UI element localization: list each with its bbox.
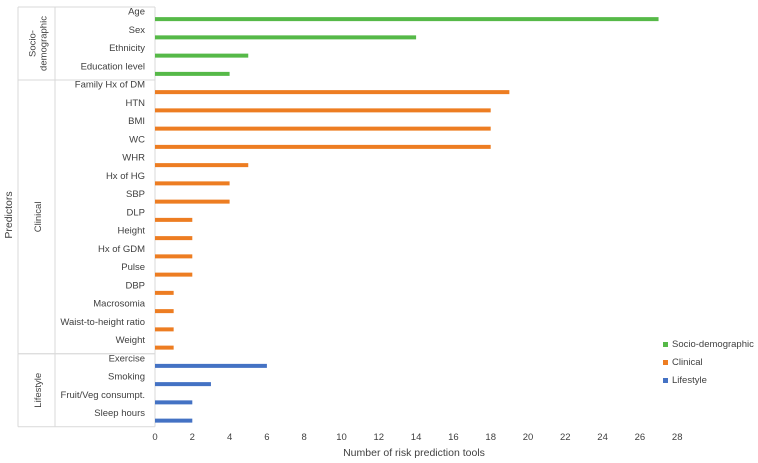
bar-sbp bbox=[155, 199, 230, 204]
x-tick-28: 28 bbox=[672, 432, 683, 443]
bar-age bbox=[155, 17, 659, 22]
category-label-age: Age bbox=[128, 7, 145, 18]
category-label-whr: WHR bbox=[122, 153, 145, 164]
bar-sex bbox=[155, 35, 417, 40]
x-tick-18: 18 bbox=[485, 432, 496, 443]
x-tick-22: 22 bbox=[560, 432, 571, 443]
category-label-waist-to-height-ratio: Waist-to-height ratio bbox=[60, 317, 145, 328]
category-label-sbp: SBP bbox=[126, 189, 145, 200]
bar-sleep-hours bbox=[155, 418, 193, 423]
bar-dlp bbox=[155, 217, 193, 222]
category-label-bmi: BMI bbox=[128, 116, 145, 127]
bar-wc bbox=[155, 144, 491, 149]
x-tick-24: 24 bbox=[597, 432, 608, 443]
bar-weight bbox=[155, 345, 174, 350]
category-label-wc: WC bbox=[129, 134, 145, 145]
legend: Socio-demographic Clinical Lifestyle bbox=[663, 339, 754, 386]
bar-macrosomia bbox=[155, 309, 174, 314]
bar-fruit-veg-consumpt bbox=[155, 400, 193, 405]
category-label-sleep-hours: Sleep hours bbox=[94, 408, 145, 419]
category-label-pulse: Pulse bbox=[121, 262, 145, 273]
category-label-education-level: Education level bbox=[81, 61, 145, 72]
x-tick-0: 0 bbox=[152, 432, 157, 443]
bar-height bbox=[155, 236, 193, 241]
group-label-socio-demographic: Socio-demographic bbox=[28, 16, 50, 71]
x-tick-2: 2 bbox=[190, 432, 195, 443]
bar-waist-to-height-ratio bbox=[155, 327, 174, 332]
category-label-fruit-veg-consumpt: Fruit/Veg consumpt. bbox=[61, 390, 145, 401]
group-label-clinical: Clinical bbox=[33, 202, 44, 233]
bar-bmi bbox=[155, 126, 491, 131]
category-label-hx-of-hg: Hx of HG bbox=[106, 171, 145, 182]
category-label-ethnicity: Ethnicity bbox=[109, 43, 145, 54]
x-tick-4: 4 bbox=[227, 432, 232, 443]
legend-swatch-socio-demographic bbox=[663, 342, 668, 347]
bar-education-level bbox=[155, 71, 230, 76]
bar-dbp bbox=[155, 290, 174, 295]
legend-swatch-clinical bbox=[663, 360, 668, 365]
category-labels-layer: Age Sex Ethnicity Education level Socio-demo… bbox=[28, 7, 146, 420]
category-label-hx-of-gdm: Hx of GDM bbox=[98, 244, 145, 255]
x-axis-label: Number of risk prediction tools bbox=[343, 447, 485, 459]
bar-ethnicity bbox=[155, 53, 249, 58]
legend-label-lifestyle: Lifestyle bbox=[672, 375, 707, 386]
category-label-sex: Sex bbox=[129, 25, 146, 36]
group-label-lifestyle: Lifestyle bbox=[33, 373, 44, 408]
x-tick-8: 8 bbox=[302, 432, 307, 443]
category-label-htn: HTN bbox=[125, 98, 145, 109]
x-tick-26: 26 bbox=[635, 432, 646, 443]
category-label-macrosomia: Macrosomia bbox=[93, 299, 145, 310]
bars-layer bbox=[155, 17, 659, 423]
bar-whr bbox=[155, 163, 249, 168]
category-label-smoking: Smoking bbox=[108, 372, 145, 383]
category-label-dbp: DBP bbox=[125, 280, 145, 291]
x-tick-labels-layer: 0 2 4 6 8 10 12 14 16 18 20 22 24 26 28 bbox=[152, 432, 682, 443]
x-tick-16: 16 bbox=[448, 432, 459, 443]
category-label-height: Height bbox=[118, 226, 146, 237]
bar-pulse bbox=[155, 272, 193, 277]
bar-hx-of-hg bbox=[155, 181, 230, 186]
x-tick-6: 6 bbox=[264, 432, 269, 443]
x-tick-20: 20 bbox=[523, 432, 534, 443]
bar-smoking bbox=[155, 382, 211, 387]
legend-swatch-lifestyle bbox=[663, 378, 668, 383]
legend-label-socio-demographic: Socio-demographic bbox=[672, 339, 754, 350]
category-label-weight: Weight bbox=[116, 335, 146, 346]
legend-label-clinical: Clinical bbox=[672, 357, 703, 368]
chart-frame bbox=[17, 6, 156, 428]
y-axis-label: Predictors bbox=[3, 191, 15, 238]
category-label-dlp: DLP bbox=[127, 207, 145, 218]
bar-family-hx-of-dm bbox=[155, 90, 510, 95]
bar-htn bbox=[155, 108, 491, 113]
category-label-exercise: Exercise bbox=[109, 353, 145, 364]
x-tick-14: 14 bbox=[411, 432, 422, 443]
x-tick-10: 10 bbox=[336, 432, 347, 443]
bar-exercise bbox=[155, 363, 267, 368]
category-label-family-hx-of-dm: Family Hx of DM bbox=[75, 80, 145, 91]
x-tick-12: 12 bbox=[374, 432, 385, 443]
bar-hx-of-gdm bbox=[155, 254, 193, 259]
